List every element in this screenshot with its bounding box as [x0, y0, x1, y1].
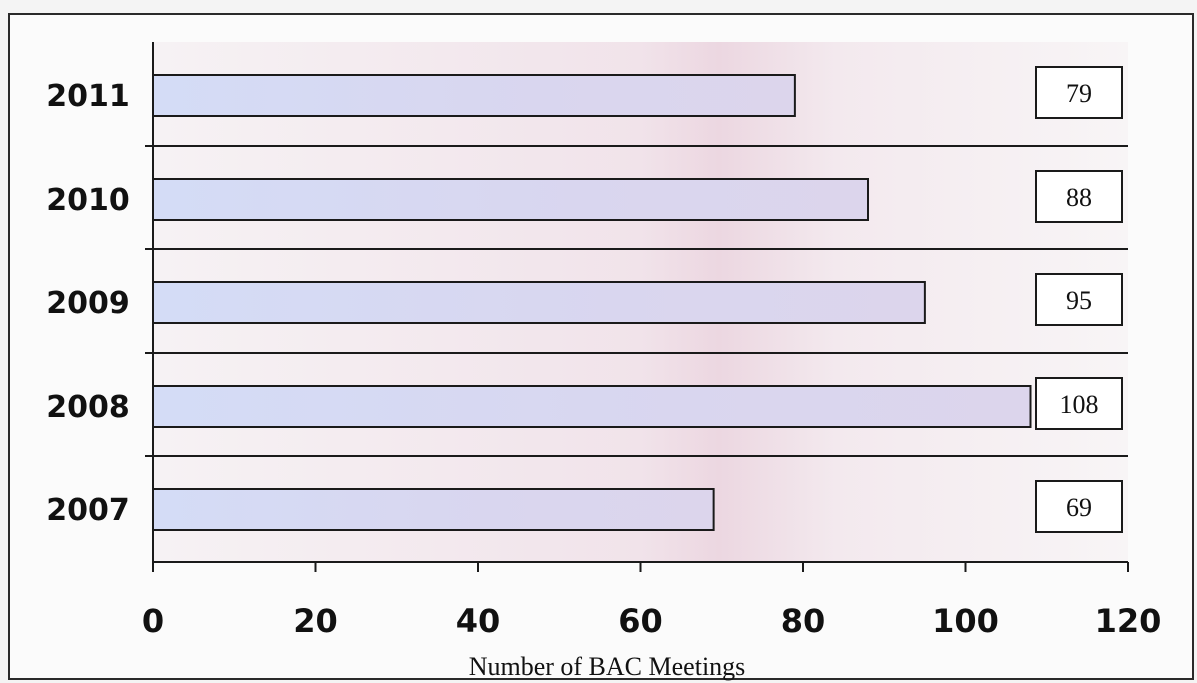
category-label-2011: 2011 [46, 79, 130, 114]
category-label-2010: 2010 [46, 183, 130, 218]
data-label-2011: 79 [1066, 79, 1092, 108]
bar-2007 [152, 488, 715, 531]
bars [152, 74, 1032, 531]
data-label-box-2008 [1035, 377, 1123, 430]
data-label-2010: 88 [1066, 183, 1092, 212]
category-label-2009: 2009 [46, 286, 130, 321]
bar-chart: 79 88 95 108 69 2011 2010 2009 2008 2007 0 20 40 60… [46, 42, 1162, 681]
bar-2011 [152, 74, 796, 117]
bar-2008 [152, 385, 1032, 428]
category-labels: 2011 2010 2009 2008 2007 [46, 79, 130, 528]
x-tick-label-0: 0 [142, 602, 164, 640]
x-tick-label-80: 80 [781, 602, 826, 640]
data-label-2009: 95 [1066, 286, 1092, 315]
data-label-2008: 108 [1060, 390, 1099, 419]
x-tick-label-120: 120 [1095, 602, 1162, 640]
x-tick-label-60: 60 [618, 602, 663, 640]
data-label-box-2009 [1035, 273, 1123, 326]
data-label-2007: 69 [1066, 493, 1092, 522]
bar-2010 [152, 178, 869, 221]
category-label-2008: 2008 [46, 390, 130, 425]
data-label-box-2007 [1035, 480, 1123, 533]
data-label-box-2010 [1035, 170, 1123, 223]
x-tick-label-40: 40 [456, 602, 501, 640]
category-label-2007: 2007 [46, 493, 130, 528]
bar-2009 [152, 281, 926, 324]
data-labels: 79 88 95 108 69 [1035, 66, 1123, 533]
chart-frame: 79 88 95 108 69 2011 2010 2009 2008 2007 0 20 40 60… [8, 13, 1194, 681]
x-tick-label-100: 100 [932, 602, 999, 640]
data-label-box-2011 [1035, 66, 1123, 119]
x-tick-label-20: 20 [293, 602, 338, 640]
category-separators [145, 145, 1128, 457]
x-axis-title: Number of BAC Meetings [469, 652, 746, 681]
axes: 0 20 40 60 80 100 120 [142, 42, 1162, 640]
